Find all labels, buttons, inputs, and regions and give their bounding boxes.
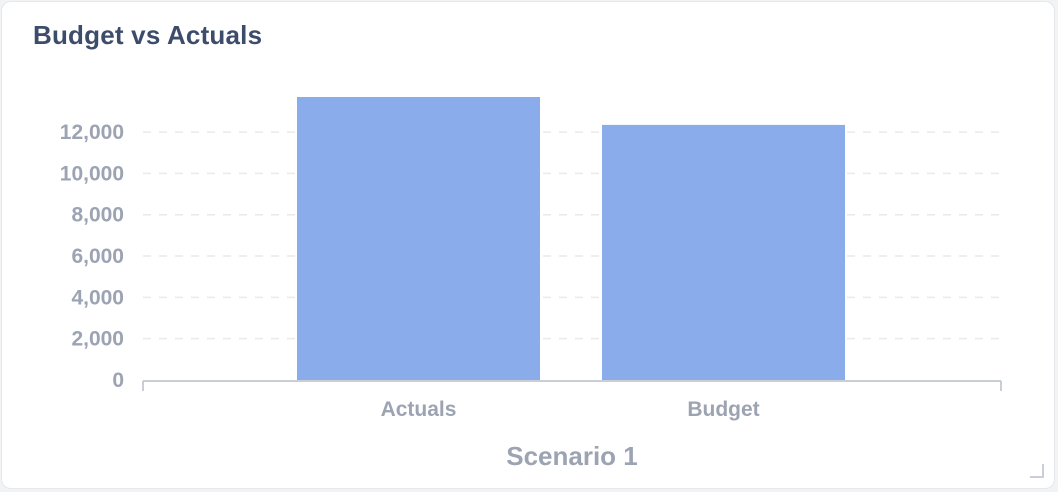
y-tick-label: 0 bbox=[112, 369, 124, 392]
x-tick-label: Actuals bbox=[381, 398, 457, 421]
y-tick-label: 2,000 bbox=[71, 328, 124, 351]
y-tick-label: 8,000 bbox=[71, 204, 124, 227]
x-tick-label: Budget bbox=[687, 398, 759, 421]
y-tick-label: 12,000 bbox=[60, 121, 124, 144]
x-axis-title: Scenario 1 bbox=[506, 441, 638, 471]
chart-title: Budget vs Actuals bbox=[33, 20, 263, 50]
resize-handle[interactable] bbox=[1030, 464, 1044, 478]
y-tick-label: 10,000 bbox=[60, 162, 124, 185]
y-tick-label: 4,000 bbox=[71, 286, 124, 309]
bar-budget[interactable] bbox=[602, 124, 845, 380]
y-tick-label: 6,000 bbox=[71, 245, 124, 268]
x-axis bbox=[142, 380, 1002, 391]
gridlines bbox=[143, 131, 1001, 340]
x-axis-labels: Actuals Budget bbox=[381, 398, 760, 421]
y-axis-ticks: 0 2,000 4,000 6,000 8,000 10,000 12,000 bbox=[60, 121, 124, 392]
bars bbox=[297, 97, 845, 380]
bar-actuals[interactable] bbox=[297, 97, 540, 380]
